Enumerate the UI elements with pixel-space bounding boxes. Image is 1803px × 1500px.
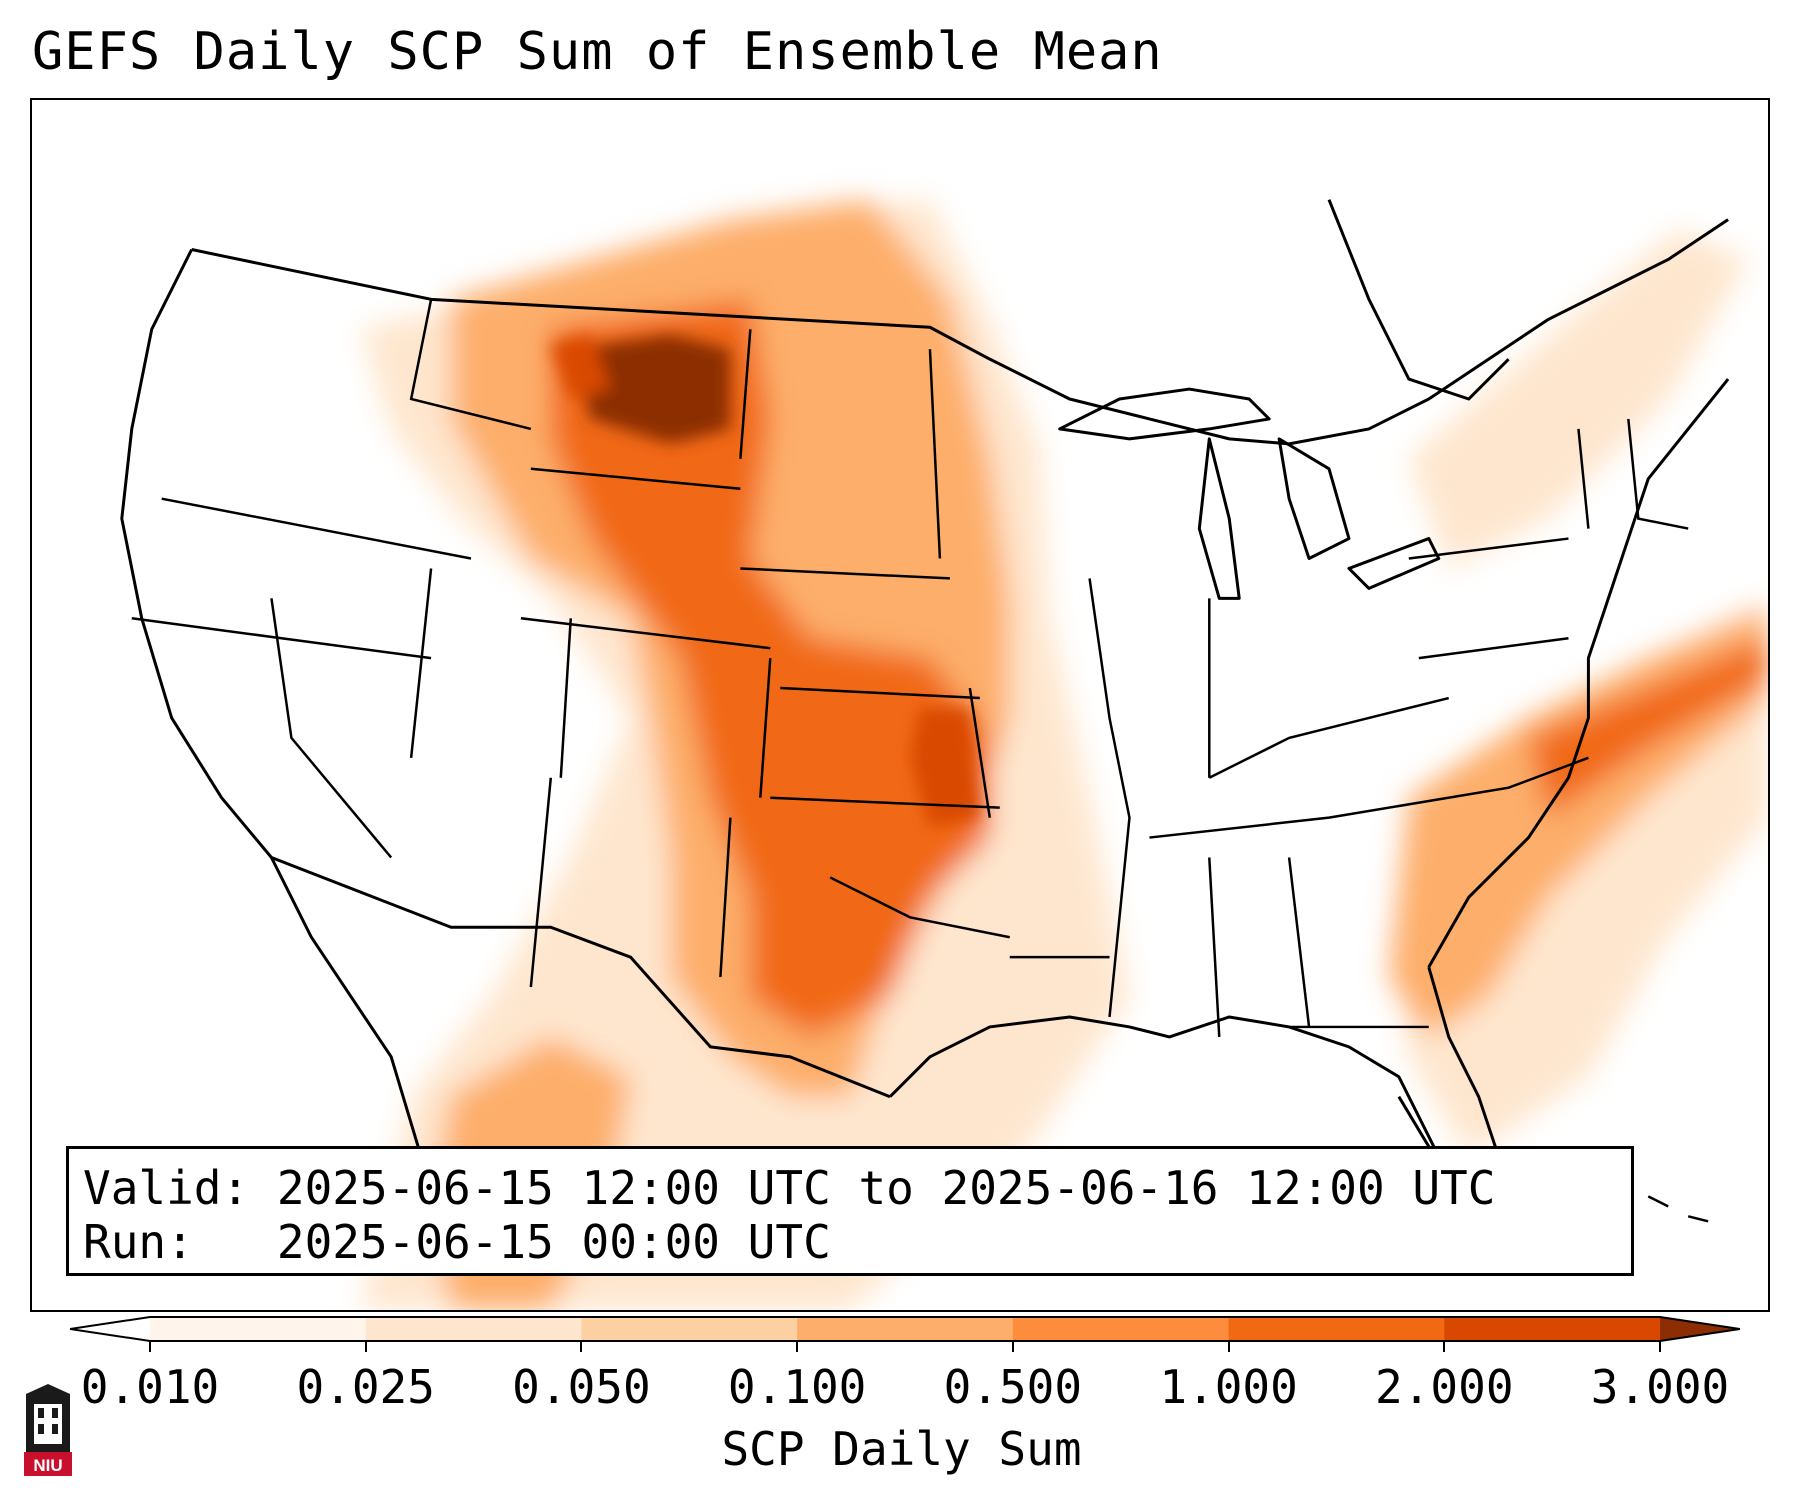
line-mt-wy bbox=[530, 467, 741, 490]
colorbar-segments bbox=[70, 1317, 1740, 1341]
line-az-nm bbox=[529, 777, 553, 988]
colorbar-extend-high bbox=[1660, 1317, 1740, 1341]
colorbar-tick bbox=[580, 1340, 583, 1352]
line-ne-ks bbox=[780, 686, 980, 700]
line-al-ga bbox=[1287, 857, 1311, 1028]
line-nm-tx bbox=[719, 817, 732, 978]
colorbar bbox=[70, 1316, 1740, 1342]
colorbar-tick bbox=[149, 1340, 151, 1352]
line-ms-al bbox=[1208, 857, 1221, 1037]
line-nv-ut bbox=[409, 568, 433, 758]
colorbar-tick bbox=[364, 1340, 367, 1352]
line-wa-or bbox=[161, 497, 472, 560]
line-ny-vt bbox=[1577, 428, 1590, 529]
gulf-coast bbox=[888, 1015, 1451, 1178]
colorbar-bin bbox=[150, 1317, 367, 1341]
colorbar-bin bbox=[581, 1317, 798, 1341]
colorbar-tick bbox=[1227, 1340, 1230, 1352]
colorbar-tick-label: 0.100 bbox=[727, 1360, 867, 1414]
scp-map bbox=[120, 199, 1768, 1310]
line-or-ca bbox=[131, 617, 432, 660]
lake-michigan bbox=[1197, 437, 1241, 600]
colorbar-bin bbox=[365, 1317, 582, 1341]
colorbar-tick-label: 0.010 bbox=[80, 1360, 220, 1414]
east-coast bbox=[1427, 378, 1730, 968]
colorbar-tick bbox=[1443, 1340, 1446, 1352]
colorbar-tick-label: 0.500 bbox=[943, 1360, 1083, 1414]
line-ks-ok bbox=[770, 796, 1000, 809]
scp-peak-oklahoma bbox=[909, 707, 980, 828]
run-value: 2025-06-15 00:00 UTC bbox=[276, 1215, 831, 1269]
line-tn-nc bbox=[1149, 756, 1589, 839]
line-sd-ne bbox=[740, 567, 950, 580]
colorbar-extend-low bbox=[70, 1317, 150, 1341]
scp-peak-montana bbox=[570, 334, 731, 444]
scp-high-east bbox=[1528, 638, 1768, 818]
run-row: Run: 2025-06-15 00:00 UTC bbox=[83, 1215, 1617, 1269]
hudson-bay-shore bbox=[1327, 199, 1510, 401]
colorbar-ticks: 0.010 0.025 0.050 0.100 0.500 1.000 2.000 3.000 bbox=[0, 1340, 1803, 1414]
colorbar-tick-label: 2.000 bbox=[1375, 1360, 1514, 1414]
line-ks-mo bbox=[968, 687, 992, 818]
colorbar-bin bbox=[1444, 1317, 1661, 1341]
valid-label: Valid: bbox=[83, 1161, 250, 1215]
line-wy-co bbox=[520, 617, 771, 650]
lake-erie bbox=[1347, 537, 1441, 590]
colorbar-tick bbox=[1659, 1340, 1661, 1352]
colorbar-tick bbox=[796, 1340, 799, 1352]
line-pa-ny bbox=[1408, 537, 1569, 560]
boundaries bbox=[120, 199, 1730, 1227]
colorbar-tick-label: 0.025 bbox=[296, 1360, 435, 1414]
colorbar-bin bbox=[1012, 1317, 1230, 1341]
mexico-border bbox=[270, 856, 891, 1099]
scp-shading bbox=[361, 199, 1768, 1310]
lake-superior bbox=[1058, 387, 1271, 441]
west-coast bbox=[120, 248, 453, 1227]
line-mt-nd bbox=[739, 329, 752, 459]
colorbar-tick bbox=[1011, 1340, 1014, 1352]
run-label: Run: bbox=[83, 1215, 194, 1269]
colorbar-tick-label: 1.000 bbox=[1159, 1360, 1298, 1414]
scp-peak-montana-rim bbox=[550, 334, 611, 400]
map-title: GEFS Daily SCP Sum of Ensemble Mean bbox=[32, 22, 1163, 82]
line-nd-mn bbox=[928, 349, 942, 559]
line-oh-river bbox=[1208, 696, 1450, 779]
valid-value: 2025-06-15 12:00 UTC to 2025-06-16 12:00… bbox=[276, 1161, 1496, 1215]
line-pa-md bbox=[1418, 636, 1569, 660]
colorbar-bin bbox=[1228, 1317, 1445, 1341]
lake-huron bbox=[1277, 437, 1351, 560]
line-id-mt bbox=[409, 299, 532, 431]
scp-peaks bbox=[550, 334, 980, 828]
run-info-box: Valid: 2025-06-15 12:00 UTC to 2025-06-1… bbox=[66, 1146, 1634, 1276]
state-lines bbox=[131, 299, 1689, 1037]
colorbar-label: SCP Daily Sum bbox=[721, 1422, 1082, 1476]
colorbar-tick-label: 0.050 bbox=[512, 1360, 651, 1414]
line-co-ks bbox=[759, 658, 772, 798]
map-panel bbox=[30, 98, 1770, 1312]
logo-text: NIU bbox=[33, 1456, 62, 1475]
line-ok-tx bbox=[829, 876, 1010, 939]
valid-row: Valid: 2025-06-15 12:00 UTC to 2025-06-1… bbox=[83, 1161, 1617, 1215]
scp-light-band-northeast bbox=[1408, 229, 1749, 569]
line-ut-co bbox=[559, 618, 573, 778]
line-ca-nv bbox=[270, 598, 393, 859]
colorbar-tick-label: 3.000 bbox=[1590, 1360, 1730, 1414]
colorbar-bin bbox=[797, 1317, 1014, 1341]
line-ms-river bbox=[1088, 578, 1131, 1018]
niu-logo-icon: NIU bbox=[24, 1384, 72, 1476]
line-ne-states bbox=[1627, 418, 1689, 530]
